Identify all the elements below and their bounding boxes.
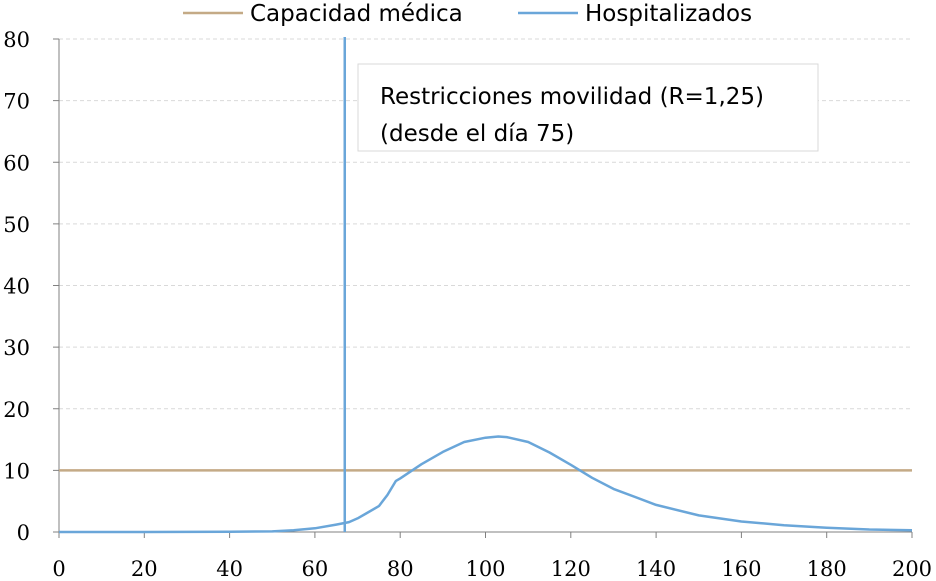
- y-tick-label: 0: [17, 521, 30, 545]
- axes: 0 10 20 30 40 50 60 70 80 0 20 40 60 80 100 120 140 160 18…: [3, 28, 932, 581]
- legend-hospitalized-label: Hospitalizados: [585, 1, 752, 27]
- legend-capacity-label: Capacidad médica: [250, 1, 463, 27]
- x-tick-label: 140: [636, 557, 676, 581]
- y-tick-label: 40: [3, 275, 30, 299]
- annotation-box: [357, 63, 819, 152]
- series: [59, 37, 913, 534]
- legend: Capacidad médica Hospitalizados: [183, 1, 752, 27]
- x-tick-label: 100: [465, 557, 505, 581]
- x-tick-label: 120: [551, 557, 591, 581]
- y-tick-label: 20: [3, 398, 30, 422]
- y-tick-label: 30: [3, 336, 30, 360]
- y-tick-label: 80: [3, 28, 30, 52]
- x-tick-label: 180: [807, 557, 847, 581]
- x-tick-label: 200: [892, 557, 932, 581]
- y-tick-label: 50: [3, 213, 30, 237]
- annotation-line-1: Restricciones movilidad (R=1,25): [380, 84, 764, 110]
- x-tick-label: 80: [387, 557, 414, 581]
- x-tick-label: 60: [302, 557, 329, 581]
- x-tick-label: 20: [131, 557, 158, 581]
- y-tick-label: 10: [3, 459, 30, 483]
- annotation-line-2: (desde el día 75): [380, 121, 574, 147]
- annotation: Restricciones movilidad (R=1,25) (desde …: [357, 63, 819, 152]
- y-tick-label: 70: [3, 90, 30, 114]
- x-tick-label: 40: [216, 557, 243, 581]
- hospitalized-line: [59, 435, 913, 534]
- x-tick-label: 0: [52, 557, 65, 581]
- y-tick-label: 60: [3, 151, 30, 175]
- x-tick-label: 160: [721, 557, 761, 581]
